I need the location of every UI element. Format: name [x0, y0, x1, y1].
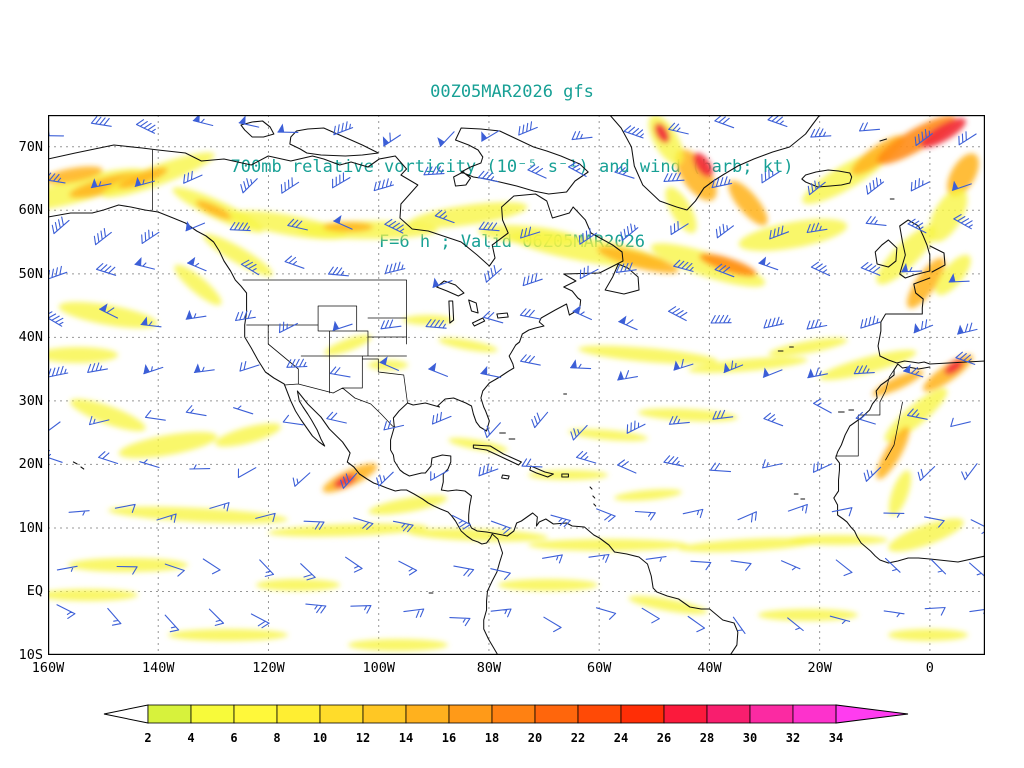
colorbar-tick-label: 14 — [399, 731, 413, 745]
x-axis-label: 20W — [807, 660, 832, 676]
x-axis-label: 100W — [362, 660, 395, 676]
map-frame — [48, 115, 985, 655]
coastline-east-extensions — [929, 245, 985, 563]
political-borders — [152, 149, 903, 461]
colorbar-canvas: 2 4 6 8 10 12 14 16 18 20 22 24 26 28 30 32 34 — [103, 704, 909, 745]
colorbar-tick-label: 20 — [528, 731, 542, 745]
y-axis-label: 70N — [18, 138, 43, 155]
y-axis-label: 50N — [18, 265, 43, 282]
x-axis-label: 120W — [252, 660, 285, 676]
x-axis-label: 60W — [586, 660, 612, 676]
colorbar-tick-label: 6 — [230, 731, 237, 745]
wind-barbs — [48, 115, 985, 634]
x-axis-label: 0 — [925, 660, 934, 676]
colorbar-tick-label: 10 — [313, 731, 327, 745]
y-axis-label: 30N — [18, 392, 43, 409]
colorbar-tick-label: 12 — [356, 731, 370, 745]
coastlines — [48, 115, 985, 655]
colorbar-tick-label: 28 — [700, 731, 714, 745]
coastline-british-isles — [874, 219, 931, 279]
colorbar: 2 4 6 8 10 12 14 16 18 20 22 24 26 28 30 32 34 — [100, 702, 912, 752]
coastline-greenland — [609, 115, 821, 211]
y-axis-label: EQ — [26, 583, 43, 600]
colorbar-tick-label: 18 — [485, 731, 499, 745]
y-axis-label: 10S — [18, 647, 43, 663]
x-axis-label: 80W — [476, 660, 502, 676]
y-axis-label: 20N — [18, 456, 43, 473]
coastline-islands — [72, 120, 895, 594]
colorbar-tick-label: 34 — [829, 731, 843, 745]
x-axis-label: 40W — [697, 660, 722, 676]
coastline-europe — [877, 277, 931, 365]
colorbar-tick-label: 4 — [187, 731, 194, 745]
map-panel — [48, 115, 985, 655]
title-line-init: 00Z05MAR2026 gfs — [430, 82, 594, 102]
colorbar-tick-label: 22 — [571, 731, 585, 745]
colorbar-tick-label: 24 — [614, 731, 628, 745]
coastline-iceland — [801, 169, 853, 188]
y-axis-label: 40N — [18, 329, 43, 346]
colorbar-tick-label: 30 — [743, 731, 757, 745]
colorbar-tick-label: 8 — [273, 731, 280, 745]
coastline-pacific — [48, 204, 504, 655]
y-axis-label: 10N — [18, 519, 43, 536]
x-axis-label: 160W — [31, 660, 65, 676]
colorbar-tick-label: 16 — [442, 731, 456, 745]
y-axis-label: 60N — [18, 202, 43, 219]
colorbar-tick-label: 32 — [786, 731, 800, 745]
colorbar-tick-label: 26 — [657, 731, 671, 745]
coastline-north-america-east — [48, 144, 739, 655]
colorbar-tick-label: 2 — [144, 731, 151, 745]
x-axis-label: 140W — [141, 660, 175, 676]
map-canvas — [48, 115, 985, 655]
